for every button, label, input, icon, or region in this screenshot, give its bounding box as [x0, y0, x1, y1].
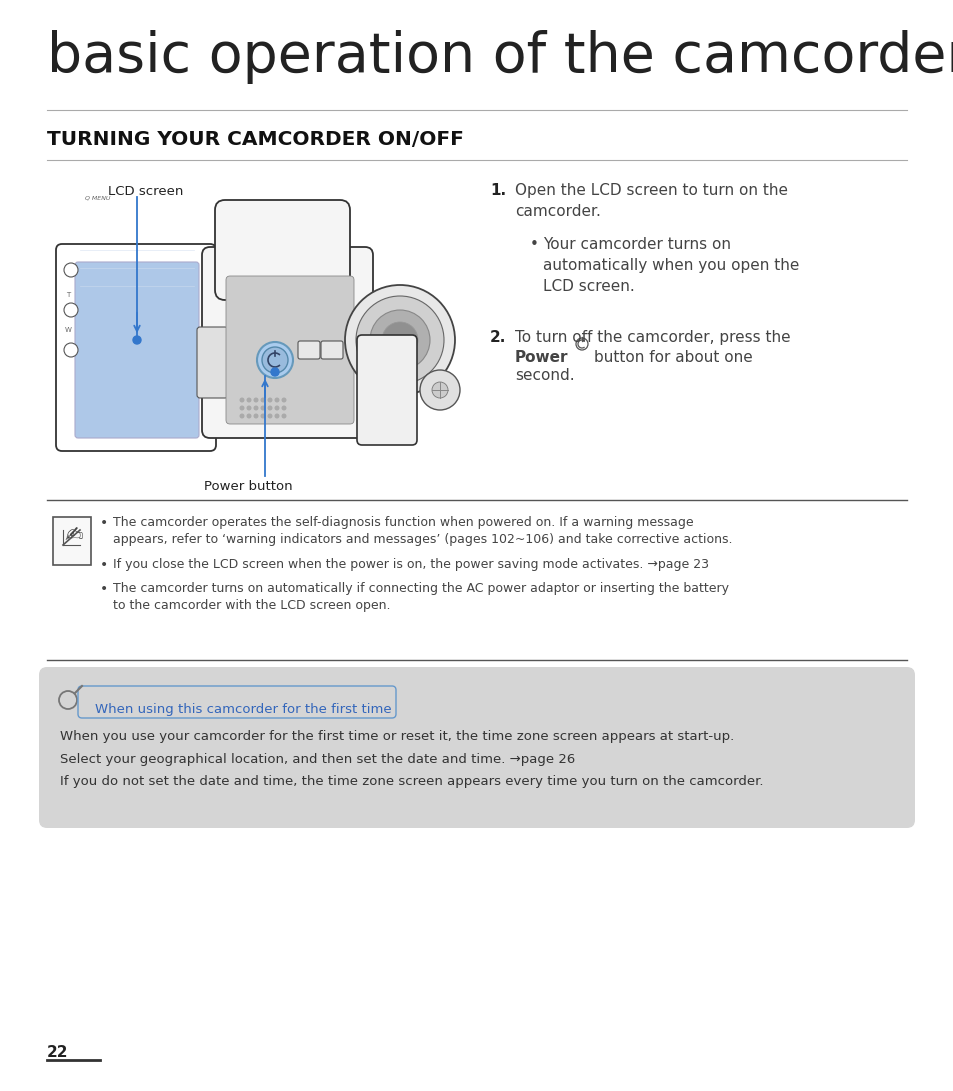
- Text: Select your geographical location, and then set the date and time. →page 26: Select your geographical location, and t…: [60, 753, 575, 766]
- Circle shape: [64, 303, 78, 317]
- Circle shape: [262, 347, 288, 373]
- FancyBboxPatch shape: [320, 341, 343, 359]
- Text: 22: 22: [47, 1045, 69, 1060]
- Text: T: T: [66, 292, 71, 298]
- Text: 2.: 2.: [490, 329, 506, 345]
- Text: To turn off the camcorder, press the: To turn off the camcorder, press the: [515, 329, 790, 345]
- Circle shape: [240, 398, 244, 401]
- Circle shape: [247, 406, 251, 410]
- Text: •: •: [530, 237, 538, 252]
- Text: second.: second.: [515, 368, 574, 383]
- Circle shape: [282, 406, 286, 410]
- Text: •: •: [100, 558, 108, 572]
- Circle shape: [253, 398, 257, 401]
- FancyBboxPatch shape: [202, 247, 373, 437]
- Text: The camcorder operates the self-diagnosis function when powered on. If a warning: The camcorder operates the self-diagnosi…: [112, 516, 732, 547]
- Circle shape: [240, 406, 244, 410]
- Circle shape: [247, 398, 251, 401]
- Circle shape: [268, 398, 272, 401]
- Circle shape: [419, 370, 459, 410]
- Text: Q MENU: Q MENU: [85, 195, 111, 200]
- FancyBboxPatch shape: [39, 667, 914, 828]
- Circle shape: [274, 415, 278, 418]
- Text: If you close the LCD screen when the power is on, the power saving mode activate: If you close the LCD screen when the pow…: [112, 558, 708, 571]
- Circle shape: [282, 398, 286, 401]
- Text: button for about one: button for about one: [594, 350, 752, 365]
- Text: Your camcorder turns on
automatically when you open the
LCD screen.: Your camcorder turns on automatically wh…: [542, 237, 799, 293]
- Circle shape: [253, 415, 257, 418]
- Circle shape: [274, 398, 278, 401]
- Circle shape: [274, 406, 278, 410]
- FancyBboxPatch shape: [78, 686, 395, 718]
- Circle shape: [282, 415, 286, 418]
- Text: W: W: [65, 327, 71, 333]
- Circle shape: [370, 310, 430, 370]
- Text: •: •: [100, 582, 108, 596]
- Text: Power: Power: [515, 350, 568, 365]
- FancyBboxPatch shape: [297, 341, 319, 359]
- Text: ✍: ✍: [64, 526, 83, 546]
- FancyBboxPatch shape: [56, 244, 215, 451]
- Circle shape: [268, 406, 272, 410]
- Text: basic operation of the camcorder: basic operation of the camcorder: [47, 29, 953, 84]
- Text: •: •: [100, 516, 108, 530]
- Circle shape: [59, 691, 77, 709]
- Circle shape: [381, 322, 417, 358]
- Circle shape: [355, 296, 443, 384]
- Text: TURNING YOUR CAMCORDER ON/OFF: TURNING YOUR CAMCORDER ON/OFF: [47, 130, 463, 149]
- Text: When using this camcorder for the first time: When using this camcorder for the first …: [95, 703, 392, 716]
- Circle shape: [268, 415, 272, 418]
- FancyBboxPatch shape: [214, 200, 350, 300]
- Circle shape: [261, 415, 265, 418]
- Text: 1.: 1.: [490, 183, 506, 197]
- Circle shape: [256, 341, 293, 377]
- Circle shape: [240, 415, 244, 418]
- Circle shape: [132, 336, 141, 344]
- FancyBboxPatch shape: [226, 276, 354, 424]
- Text: The camcorder turns on automatically if connecting the AC power adaptor or inser: The camcorder turns on automatically if …: [112, 582, 728, 612]
- Circle shape: [261, 398, 265, 401]
- Circle shape: [432, 382, 448, 398]
- FancyBboxPatch shape: [196, 327, 228, 398]
- Circle shape: [247, 415, 251, 418]
- Circle shape: [253, 406, 257, 410]
- FancyBboxPatch shape: [356, 335, 416, 445]
- Text: If you do not set the date and time, the time zone screen appears every time you: If you do not set the date and time, the…: [60, 775, 762, 788]
- Circle shape: [64, 343, 78, 357]
- Circle shape: [345, 285, 455, 395]
- Circle shape: [261, 406, 265, 410]
- FancyBboxPatch shape: [75, 262, 199, 437]
- Text: Power button: Power button: [204, 480, 292, 493]
- Circle shape: [64, 263, 78, 277]
- Circle shape: [271, 368, 278, 376]
- Text: Open the LCD screen to turn on the
camcorder.: Open the LCD screen to turn on the camco…: [515, 183, 787, 219]
- FancyBboxPatch shape: [53, 517, 91, 565]
- Text: LCD screen: LCD screen: [108, 185, 183, 197]
- Text: When you use your camcorder for the first time or reset it, the time zone screen: When you use your camcorder for the firs…: [60, 730, 734, 743]
